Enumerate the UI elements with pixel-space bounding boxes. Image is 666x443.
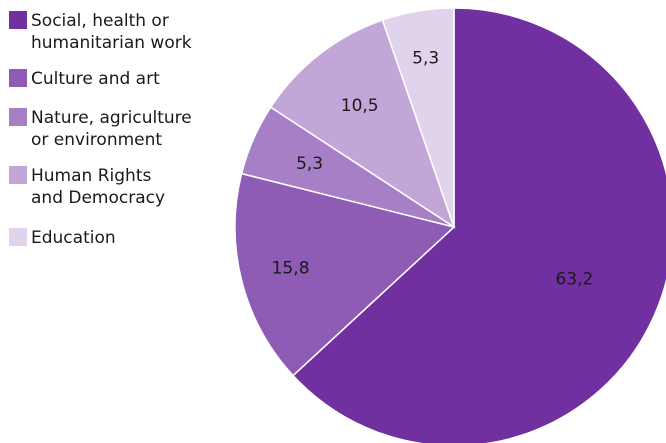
- pie-value-label-education: 5,3: [412, 49, 439, 69]
- pie-slice-social-health-humanitarian: [292, 7, 666, 443]
- pie-value-label-culture-art: 15,8: [272, 259, 310, 279]
- legend-item-education: Education: [9, 227, 116, 249]
- legend-swatch: [9, 166, 27, 184]
- legend-label: Nature, agriculture or environment: [31, 108, 192, 150]
- legend-swatch: [9, 11, 27, 29]
- legend-item-culture-art: Culture and art: [9, 68, 160, 90]
- pie-value-labels: 63,2 15,8 5,3 10,5 5,3: [272, 49, 594, 290]
- pie-slice-human-rights-democracy: [269, 19, 456, 229]
- legend-item-human-rights-democracy: Human Rights and Democracy: [9, 165, 165, 209]
- pie-value-label-social-health-humanitarian: 63,2: [555, 270, 593, 290]
- legend-swatch: [9, 228, 27, 246]
- legend-label: Education: [31, 228, 116, 248]
- pie-slice-culture-art: [234, 172, 456, 377]
- pie-slices: [234, 7, 666, 443]
- legend-label: Social, health or humanitarian work: [31, 11, 192, 53]
- legend-label: Culture and art: [31, 69, 160, 89]
- legend-swatch: [9, 69, 27, 87]
- legend-swatch: [9, 108, 27, 126]
- pie-slice-education: [381, 7, 455, 228]
- pie-value-label-nature-agriculture-environment: 5,3: [296, 154, 323, 174]
- legend-item-social-health-humanitarian: Social, health or humanitarian work: [9, 10, 192, 54]
- legend-item-nature-agriculture-environment: Nature, agriculture or environment: [9, 107, 192, 151]
- pie-value-label-human-rights-democracy: 10,5: [341, 96, 379, 116]
- legend-label: Human Rights and Democracy: [31, 166, 166, 208]
